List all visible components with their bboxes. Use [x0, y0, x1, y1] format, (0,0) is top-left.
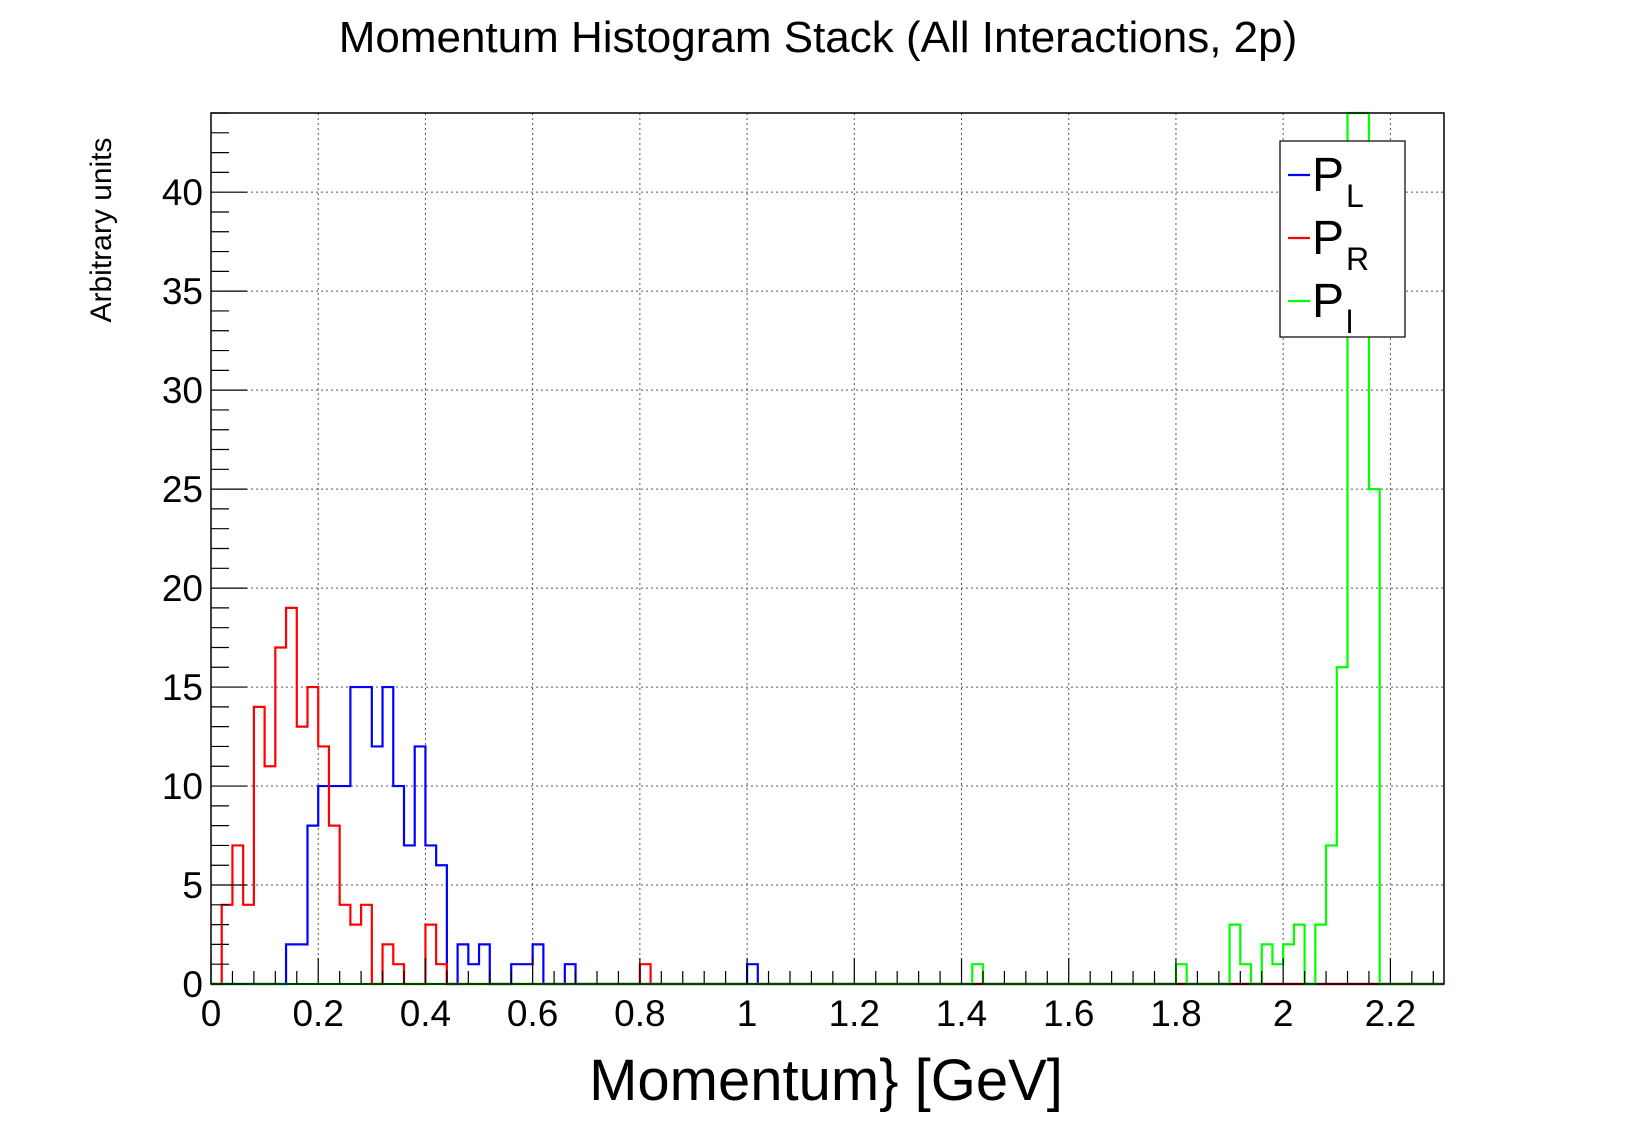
series-layer	[211, 111, 1444, 986]
y-tick-label: 5	[182, 865, 203, 906]
x-tick-label: 1.6	[1043, 993, 1094, 1034]
y-axis-label: Arbitrary units	[85, 137, 118, 322]
x-tick-label: 1.4	[936, 993, 987, 1034]
x-tick-label: 0.8	[614, 993, 665, 1034]
y-tick-label: 30	[162, 370, 203, 411]
legend-subscript-l: l	[1346, 304, 1353, 340]
x-tick-label: 2.2	[1365, 993, 1416, 1034]
y-tick-label: 40	[162, 172, 203, 213]
legend-subscript-L: L	[1346, 178, 1364, 214]
y-tick-label: 10	[162, 766, 203, 807]
y-tick-labels: 0 5 10 15 20 25 30 35 40	[162, 172, 203, 1005]
x-tick-label: 0.4	[400, 993, 451, 1034]
x-tick-label: 0.6	[507, 993, 558, 1034]
x-tick-label: 1.8	[1150, 993, 1201, 1034]
x-tick-labels: 0 0.2 0.4 0.6 0.8 1 1.2 1.4 1.6 1.8 2 2.2	[201, 993, 1416, 1034]
grid	[211, 113, 1444, 984]
legend-subscript-R: R	[1346, 241, 1369, 277]
chart-title: Momentum Histogram Stack (All Interactio…	[339, 13, 1298, 62]
x-tick-label: 0.2	[292, 993, 343, 1034]
y-tick-label: 15	[162, 667, 203, 708]
series-line-R	[211, 606, 1444, 986]
series-line-L	[211, 685, 1444, 986]
y-tick-label: 35	[162, 271, 203, 312]
x-tick-label: 2	[1273, 993, 1294, 1034]
y-tick-label: 20	[162, 568, 203, 609]
x-tick-label: 1.2	[829, 993, 880, 1034]
y-tick-label: 0	[182, 964, 203, 1005]
plot-frame	[210, 112, 1445, 985]
y-tick-label: 25	[162, 469, 203, 510]
series-line-l	[211, 111, 1444, 986]
x-tick-label: 1	[737, 993, 758, 1034]
x-axis-label: Momentum} [GeV]	[589, 1048, 1063, 1113]
axis-ticks	[210, 112, 1434, 985]
x-tick-label: 0	[201, 993, 222, 1034]
